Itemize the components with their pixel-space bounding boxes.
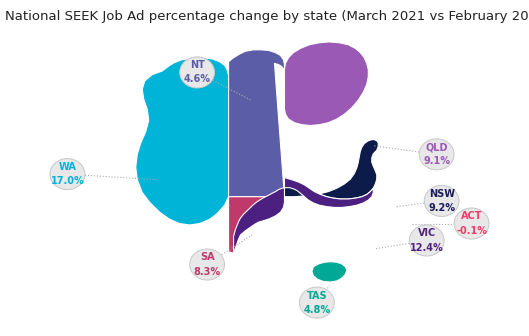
Text: NSW: NSW [428,189,454,199]
Text: VIC: VIC [417,228,436,239]
Polygon shape [285,140,378,199]
Ellipse shape [190,249,224,280]
Text: QLD: QLD [425,142,448,152]
Text: SA: SA [200,252,214,262]
Polygon shape [136,58,229,225]
Text: 9.2%: 9.2% [428,203,455,213]
Text: 4.6%: 4.6% [184,75,211,84]
Ellipse shape [180,57,215,88]
Text: National SEEK Job Ad percentage change by state (March 2021 vs February 2021): National SEEK Job Ad percentage change b… [5,10,529,23]
Ellipse shape [424,185,459,216]
Text: -0.1%: -0.1% [456,225,487,236]
Polygon shape [285,42,368,126]
Text: 17.0%: 17.0% [51,176,84,186]
Ellipse shape [299,287,334,318]
Text: ACT: ACT [461,211,482,221]
Text: 12.4%: 12.4% [410,243,443,253]
Text: 4.8%: 4.8% [303,305,331,315]
Ellipse shape [409,225,444,256]
Text: NT: NT [190,60,205,70]
Text: 9.1%: 9.1% [423,156,450,166]
Polygon shape [229,197,285,253]
Polygon shape [229,50,285,197]
Text: WA: WA [59,162,76,172]
Ellipse shape [419,139,454,170]
Polygon shape [234,177,373,253]
Ellipse shape [50,159,85,190]
Text: TAS: TAS [307,291,327,301]
Polygon shape [312,262,347,282]
Text: 8.3%: 8.3% [194,266,221,277]
Ellipse shape [454,208,489,239]
